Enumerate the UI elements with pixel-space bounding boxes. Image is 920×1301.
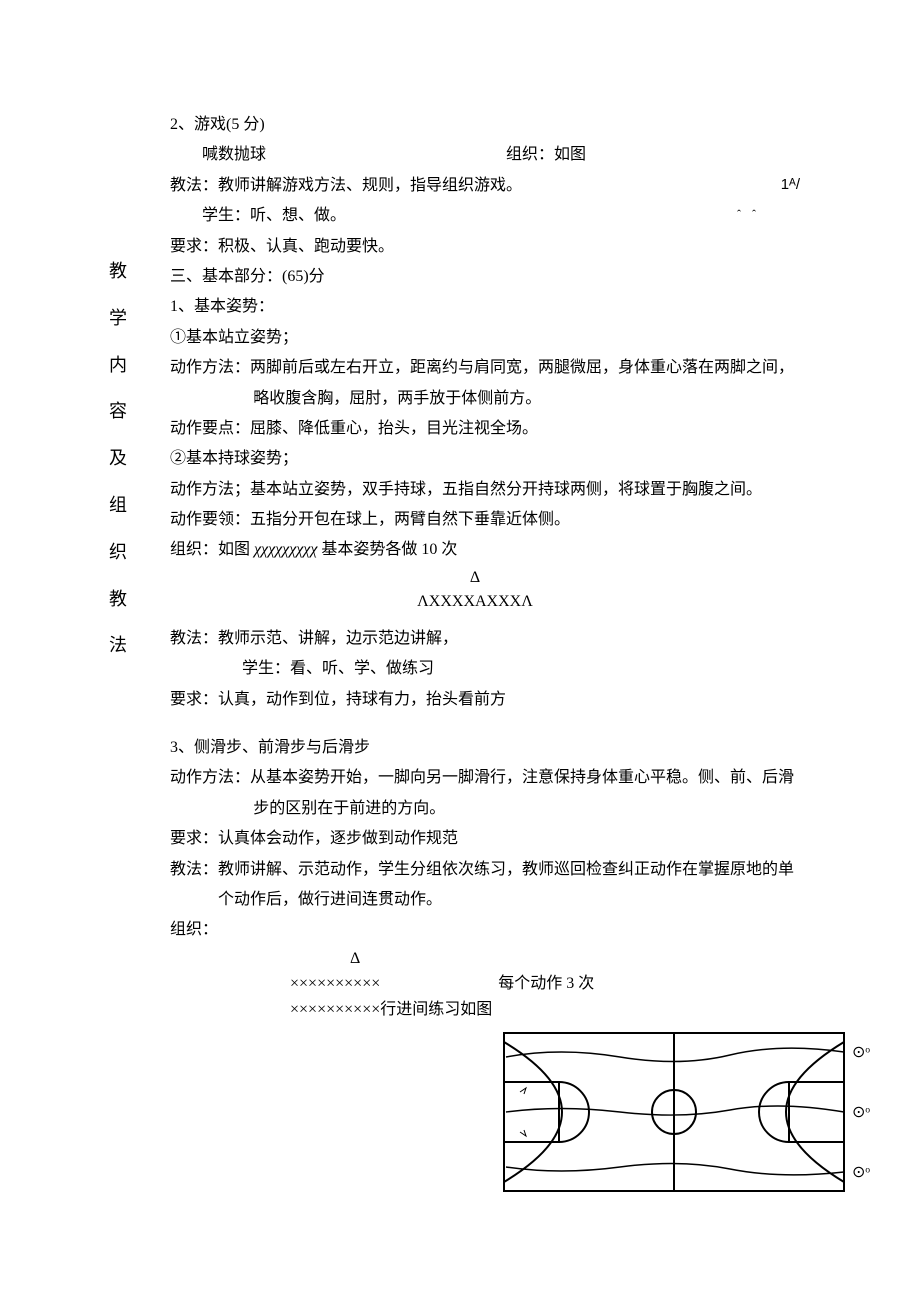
line-8: ①基本站立姿势； bbox=[170, 323, 820, 353]
line-21a: 教法：教师讲解、示范动作，学生分组依次练习，教师巡回检查纠正动作在掌握原地的单 bbox=[170, 855, 820, 885]
line-13: 动作要领：五指分开包在球上，两臂自然下垂靠近体侧。 bbox=[170, 505, 820, 535]
formation-2: Δ ×××××××××× 每个动作 3 次 ××××××××××行进间练习如图 bbox=[290, 946, 820, 1023]
vl-1: 学 bbox=[108, 295, 128, 342]
formation-1: Δ ΛXXXXAXXXΛ bbox=[130, 566, 820, 614]
vl-7: 教 bbox=[108, 576, 128, 623]
line-4: 学生：听、想、做。 ˆ ˆ bbox=[170, 201, 820, 231]
line-3: 教法：教师讲解游戏方法、规则，指导组织游戏。 1ᴬ/ bbox=[170, 171, 820, 201]
vl-3: 容 bbox=[108, 388, 128, 435]
vl-2: 内 bbox=[108, 342, 128, 389]
line-9b: 略收腹含胸，屈肘，两手放于体侧前方。 bbox=[170, 384, 820, 414]
line-1: 2、游戏(5 分) bbox=[170, 110, 820, 140]
formation2-mid-note: 每个动作 3 次 bbox=[498, 975, 594, 992]
line-7: 1、基本姿势： bbox=[170, 292, 820, 322]
line-2: 喊数抛球 组织：如图 bbox=[170, 140, 820, 170]
line-3-text: 教法：教师讲解游戏方法、规则，指导组织游戏。 bbox=[170, 177, 522, 194]
line-12: 动作方法；基本站立姿势，双手持球，五指自然分开持球两侧，将球置于胸腹之间。 bbox=[170, 475, 820, 505]
formation2-bot: ××××××××××行进间练习如图 bbox=[290, 997, 820, 1023]
line-19a: 动作方法：从基本姿势开始，一脚向另一脚滑行，注意保持身体重心平稳。侧、前、后滑 bbox=[170, 763, 820, 793]
line-4-text: 学生：听、想、做。 bbox=[170, 207, 346, 224]
line-22: 组织： bbox=[170, 915, 820, 945]
line-17: 要求：认真，动作到位，持球有力，抬头看前方 bbox=[170, 685, 820, 715]
formation2-mid-row: ×××××××××× 每个动作 3 次 bbox=[290, 971, 820, 997]
line-6: 三、基本部分：(65)分 bbox=[170, 262, 820, 292]
court-dot-3: ⊙ᵒ bbox=[852, 1164, 870, 1181]
line-14b: χχχχχχχχχ bbox=[254, 541, 317, 558]
line-16: 学生：看、听、学、做练习 bbox=[170, 654, 820, 684]
vl-5: 组 bbox=[108, 482, 128, 529]
line-2-left: 喊数抛球 bbox=[170, 140, 502, 170]
formation2-top: Δ bbox=[350, 946, 820, 972]
line-2-right: 组织：如图 bbox=[506, 146, 586, 163]
formation2-mid: ×××××××××× bbox=[290, 975, 380, 992]
vl-8: 法 bbox=[108, 622, 128, 669]
line-10: 动作要点：屈膝、降低重心，抬头，目光注视全场。 bbox=[170, 414, 820, 444]
vl-4: 及 bbox=[108, 435, 128, 482]
line-4-caret: ˆ ˆ bbox=[737, 203, 760, 226]
vl-6: 织 bbox=[108, 529, 128, 576]
line-3-mark: 1ᴬ/ bbox=[781, 171, 800, 200]
line-14a: 组织：如图 bbox=[170, 541, 254, 558]
side-vertical-label: 教 学 内 容 及 组 织 教 法 bbox=[108, 248, 128, 669]
line-15: 教法：教师示范、讲解，边示范边讲解， bbox=[170, 624, 820, 654]
line-11: ②基本持球姿势； bbox=[170, 444, 820, 474]
line-14c: 基本姿势各做 10 次 bbox=[317, 541, 457, 558]
court-dot-1: ⊙ᵒ bbox=[852, 1044, 870, 1061]
formation1-bot: ΛXXXXAXXXΛ bbox=[130, 590, 820, 614]
main-content: 2、游戏(5 分) 喊数抛球 组织：如图 教法：教师讲解游戏方法、规则，指导组织… bbox=[170, 110, 820, 1197]
line-14: 组织：如图 χχχχχχχχχ 基本姿势各做 10 次 bbox=[170, 535, 820, 565]
line-9a: 动作方法：两脚前后或左右开立，距离约与肩同宽，两腿微屈，身体重心落在两脚之间， bbox=[170, 353, 820, 383]
line-5: 要求：积极、认真、跑动要快。 bbox=[170, 232, 820, 262]
line-20: 要求：认真体会动作，逐步做到动作规范 bbox=[170, 824, 820, 854]
vl-0: 教 bbox=[108, 248, 128, 295]
line-18: 3、侧滑步、前滑步与后滑步 bbox=[170, 733, 820, 763]
line-21b: 个动作后，做行进间连贯动作。 bbox=[170, 885, 820, 915]
formation1-top: Δ bbox=[130, 566, 820, 590]
court-dot-2: ⊙ᵒ bbox=[852, 1104, 870, 1121]
basketball-court-diagram: ⊙ᵒ ⊙ᵒ ⊙ᵒ bbox=[500, 1027, 880, 1197]
line-19b: 步的区别在于前进的方向。 bbox=[170, 794, 820, 824]
